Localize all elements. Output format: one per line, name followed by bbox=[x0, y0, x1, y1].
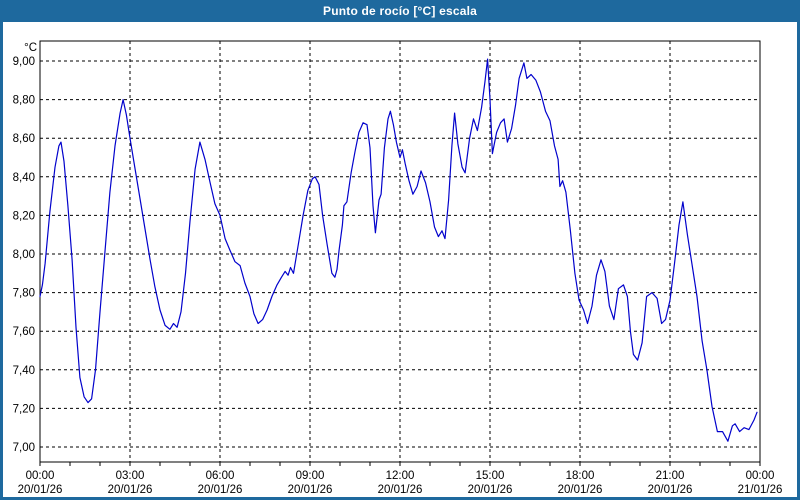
y-axis-tick-label: 8,20 bbox=[13, 210, 35, 222]
y-axis-tick-label: 8,60 bbox=[13, 133, 35, 145]
x-axis-date-label: 20/01/26 bbox=[108, 484, 153, 496]
y-axis-tick-label: 8,00 bbox=[13, 249, 35, 261]
x-axis-date-label: 20/01/26 bbox=[648, 484, 693, 496]
title-bar: Punto de rocío [°C] escala bbox=[0, 0, 800, 22]
y-axis-tick-label: 7,60 bbox=[13, 326, 35, 338]
x-axis-time-label: 06:00 bbox=[206, 470, 235, 482]
x-axis-date-label: 21/01/26 bbox=[738, 484, 783, 496]
x-axis-date-label: 20/01/26 bbox=[468, 484, 513, 496]
x-axis-time-label: 00:00 bbox=[746, 470, 775, 482]
series-line-dew-point bbox=[39, 58, 758, 442]
x-axis-time-label: 12:00 bbox=[386, 470, 415, 482]
x-axis-time-label: 15:00 bbox=[476, 470, 505, 482]
x-axis-time-label: 09:00 bbox=[296, 470, 325, 482]
y-axis-tick-label: 7,20 bbox=[13, 403, 35, 415]
y-axis-tick-label: 8,80 bbox=[13, 95, 35, 107]
x-axis-date-label: 20/01/26 bbox=[198, 484, 243, 496]
y-axis-tick-label: 7,40 bbox=[13, 365, 35, 377]
y-axis-tick-label: 7,00 bbox=[13, 442, 35, 454]
x-axis-time-label: 21:00 bbox=[656, 470, 685, 482]
y-axis-tick-label: 8,40 bbox=[13, 172, 35, 184]
y-axis-tick-label: 9,00 bbox=[13, 56, 35, 68]
y-axis-tick-label: 7,80 bbox=[13, 288, 35, 300]
page-title: Punto de rocío [°C] escala bbox=[322, 4, 478, 18]
y-axis-unit-label: °C bbox=[24, 42, 37, 54]
x-axis-time-label: 03:00 bbox=[116, 470, 145, 482]
x-axis-date-label: 20/01/26 bbox=[18, 484, 63, 496]
x-axis-time-label: 00:00 bbox=[26, 470, 55, 482]
x-axis-time-label: 18:00 bbox=[566, 470, 595, 482]
x-axis-date-label: 20/01/26 bbox=[288, 484, 333, 496]
x-axis-date-label: 20/01/26 bbox=[378, 484, 423, 496]
x-axis-date-label: 20/01/26 bbox=[558, 484, 603, 496]
